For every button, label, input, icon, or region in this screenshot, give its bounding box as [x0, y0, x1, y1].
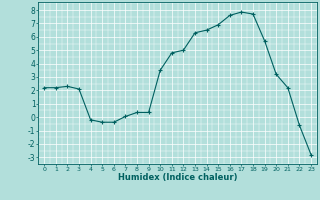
X-axis label: Humidex (Indice chaleur): Humidex (Indice chaleur): [118, 173, 237, 182]
